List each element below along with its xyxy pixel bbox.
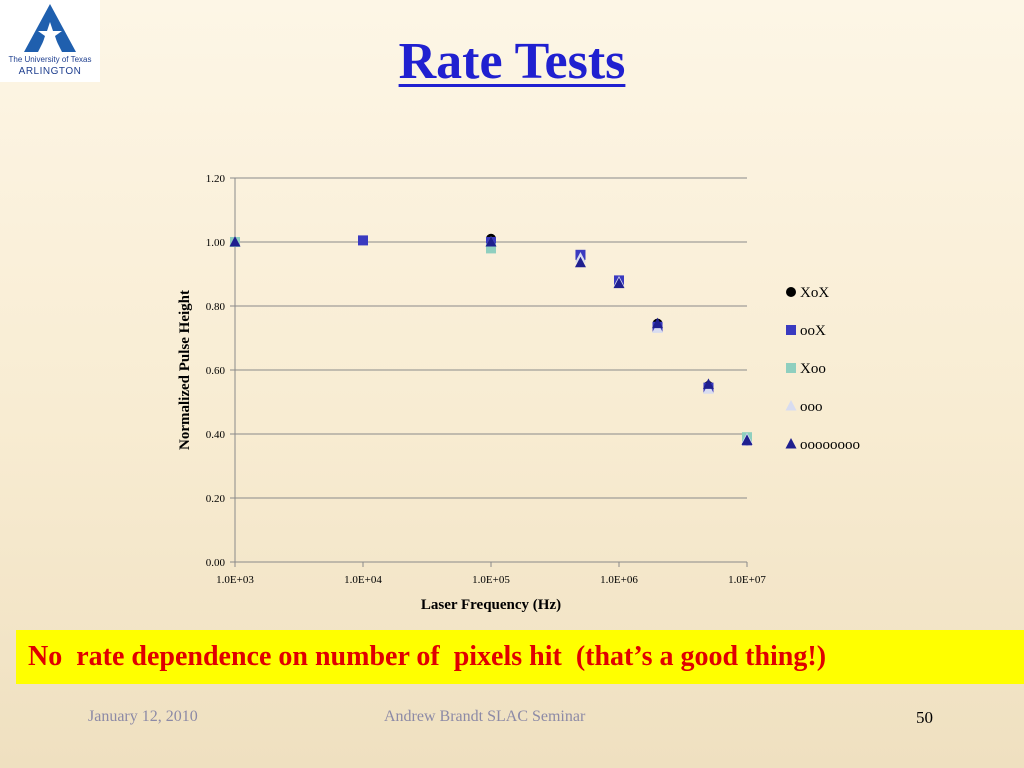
data-point bbox=[486, 243, 496, 254]
legend-marker bbox=[786, 363, 796, 373]
x-tick-label: 1.0E+06 bbox=[600, 574, 638, 586]
x-tick-label: 1.0E+04 bbox=[344, 574, 382, 586]
series-xoo bbox=[230, 237, 752, 443]
footer-date: January 12, 2010 bbox=[88, 708, 198, 725]
y-tick-labels: 0.00 0.20 0.40 0.60 0.80 1.00 1.20 bbox=[206, 173, 226, 569]
legend-label: Xoo bbox=[800, 361, 826, 377]
legend-label: ooo bbox=[800, 399, 823, 415]
logo-line-arlington: ARLINGTON bbox=[18, 66, 82, 77]
legend-marker bbox=[786, 287, 796, 297]
x-tick-labels: 1.0E+03 1.0E+04 1.0E+05 1.0E+06 1.0E+07 bbox=[216, 574, 766, 586]
legend-marker bbox=[785, 400, 797, 411]
legend-item: Xoo bbox=[786, 361, 826, 377]
legend-item: oooooooo bbox=[785, 437, 860, 453]
data-point bbox=[702, 378, 714, 389]
y-tick-label: 1.20 bbox=[206, 173, 226, 185]
series-xox bbox=[486, 233, 752, 446]
university-logo: The University of Texas ARLINGTON bbox=[0, 0, 100, 82]
conclusion-callout: No rate dependence on number of pixels h… bbox=[16, 630, 1024, 684]
y-tick-label: 1.00 bbox=[206, 237, 226, 249]
data-point bbox=[358, 235, 368, 246]
logo-line-university: The University of Texas bbox=[8, 55, 92, 64]
y-tick-label: 0.20 bbox=[206, 493, 226, 505]
x-axis-label: Laser Frequency (Hz) bbox=[421, 597, 561, 613]
data-point bbox=[229, 236, 241, 247]
legend-label: oooooooo bbox=[800, 437, 860, 453]
y-tick-label: 0.80 bbox=[206, 301, 226, 313]
slide-title: Rate Tests bbox=[398, 33, 626, 90]
x-tick-label: 1.0E+05 bbox=[472, 574, 510, 586]
data-point bbox=[485, 236, 497, 247]
y-tick-label: 0.60 bbox=[206, 365, 226, 377]
footer-presenter: Andrew Brandt SLAC Seminar bbox=[384, 708, 586, 725]
data-point bbox=[741, 434, 753, 445]
chart-grid bbox=[235, 177, 747, 499]
legend-item: XoX bbox=[786, 285, 829, 301]
y-tick-label: 0.40 bbox=[206, 429, 226, 441]
legend-item: ooo bbox=[785, 399, 823, 415]
series-oox bbox=[358, 235, 752, 446]
y-tick-label: 0.00 bbox=[206, 557, 226, 569]
series-oooooooo bbox=[229, 236, 753, 445]
page-number: 50 bbox=[916, 708, 933, 727]
series-ooo bbox=[229, 236, 753, 444]
legend-label: ooX bbox=[800, 323, 826, 339]
x-tick-label: 1.0E+03 bbox=[216, 574, 254, 586]
uta-star-icon bbox=[24, 4, 76, 52]
data-point bbox=[613, 277, 625, 289]
legend-marker bbox=[785, 438, 797, 449]
legend-marker bbox=[786, 325, 796, 335]
data-point bbox=[574, 256, 586, 268]
chart-marks bbox=[229, 233, 753, 446]
rate-chart: 0.000.200.400.600.801.001.20 1.0E+03 1.0E… bbox=[177, 173, 860, 613]
data-point bbox=[652, 317, 664, 329]
y-axis-label: Normalized Pulse Height bbox=[177, 290, 193, 450]
legend-label: XoX bbox=[800, 285, 829, 301]
x-tick-label: 1.0E+07 bbox=[728, 574, 766, 586]
legend-item: ooX bbox=[786, 323, 826, 339]
